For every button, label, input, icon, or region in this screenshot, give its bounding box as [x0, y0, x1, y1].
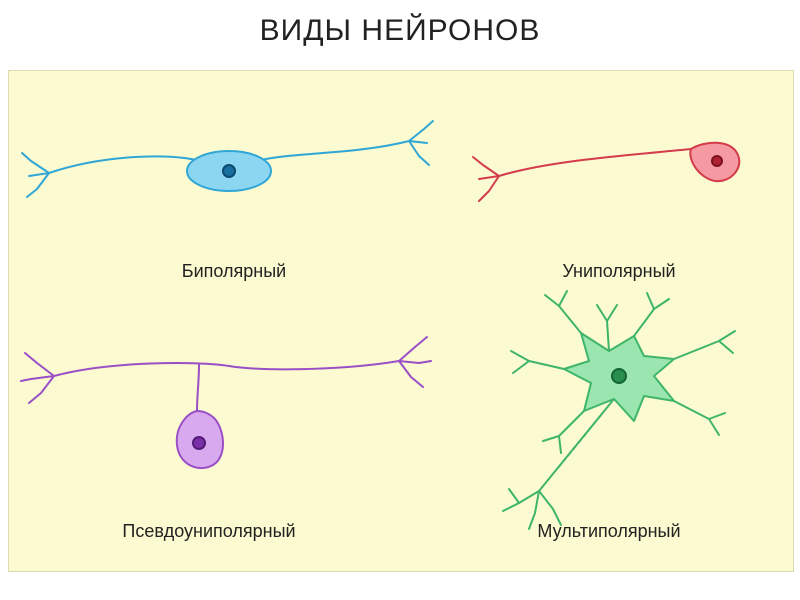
bipolar-label: Биполярный — [134, 261, 334, 282]
page: ВИДЫ НЕЙРОНОВ — [0, 0, 800, 600]
pseudounipolar-neuron — [19, 321, 439, 521]
multipolar-neuron — [449, 281, 789, 541]
multipolar-label: Мультиполярный — [499, 521, 719, 542]
diagram-panel: Биполярный Униполярный Псевдоуниполярный… — [8, 70, 794, 572]
pseudounipolar-label: Псевдоуниполярный — [79, 521, 339, 542]
unipolar-neuron — [469, 101, 779, 241]
bipolar-neuron — [19, 101, 439, 241]
page-title: ВИДЫ НЕЙРОНОВ — [0, 0, 800, 48]
unipolar-label: Униполярный — [519, 261, 719, 282]
